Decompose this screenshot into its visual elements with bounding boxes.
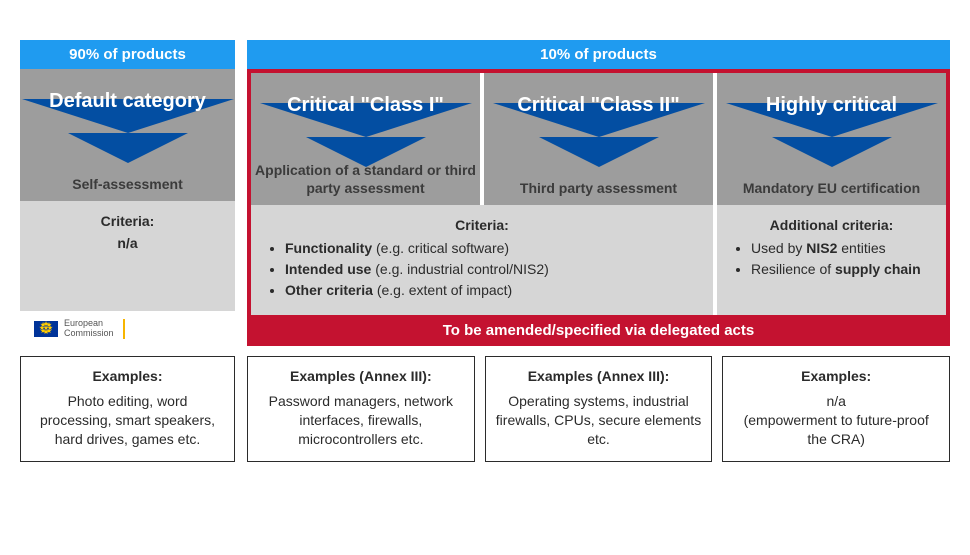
examples-right-wrapper: Examples (Annex III): Password managers,… <box>247 356 950 462</box>
european-commission-logo: European Commission <box>20 311 235 339</box>
default-category-column: 90% of products Default category Self-as… <box>20 40 235 346</box>
title-highly-critical: Highly critical <box>717 73 946 137</box>
examples-default: Examples: Photo editing, word processing… <box>20 356 235 462</box>
examples-class-1: Examples (Annex III): Password managers,… <box>247 356 475 462</box>
title-class-2: Critical "Class II" <box>484 73 713 137</box>
criteria-item: Other criteria (e.g. extent of impact) <box>285 281 699 300</box>
examples-highly-critical: Examples: n/a (empowerment to future-pro… <box>722 356 950 462</box>
highly-critical-column: Highly critical Mandatory EU certificati… <box>717 73 946 315</box>
chevron-down-icon <box>539 137 659 167</box>
criteria-item: Used by NIS2 entities <box>751 239 932 258</box>
criteria-item: Intended use (e.g. industrial control/NI… <box>285 260 699 279</box>
pct-header-left: 90% of products <box>20 40 235 69</box>
criteria-item: Functionality (e.g. critical software) <box>285 239 699 258</box>
title-class-1: Critical "Class I" <box>251 73 480 137</box>
criteria-item: Resilience of supply chain <box>751 260 932 279</box>
criteria-default: Criteria: n/a <box>20 201 235 311</box>
chevron-down-icon <box>68 133 188 163</box>
chevron-down-icon <box>306 137 426 167</box>
criteria-highly-critical: Additional criteria: Used by NIS2 entiti… <box>717 205 946 315</box>
delegated-acts-bar: To be amended/specified via delegated ac… <box>247 315 950 346</box>
examples-row: Examples: Photo editing, word processing… <box>20 356 950 462</box>
examples-class-2: Examples (Annex III): Operating systems,… <box>485 356 713 462</box>
shared-criteria-list: Functionality (e.g. critical software) In… <box>265 239 699 300</box>
pct-header-right: 10% of products <box>247 40 950 69</box>
additional-criteria-list: Used by NIS2 entities Resilience of suppl… <box>731 239 932 279</box>
eu-flag-icon <box>34 321 58 337</box>
shared-criteria-box: Criteria: Functionality (e.g. critical s… <box>251 205 713 315</box>
chevron-down-icon <box>772 137 892 167</box>
title-default: Default category <box>20 69 235 133</box>
